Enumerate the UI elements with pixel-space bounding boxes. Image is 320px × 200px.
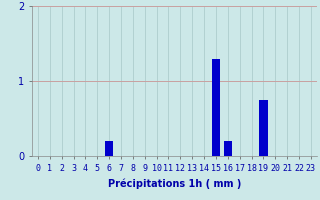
Bar — [259, 100, 268, 156]
Bar — [105, 141, 113, 156]
Bar — [224, 141, 232, 156]
X-axis label: Précipitations 1h ( mm ): Précipitations 1h ( mm ) — [108, 178, 241, 189]
Bar — [212, 58, 220, 156]
